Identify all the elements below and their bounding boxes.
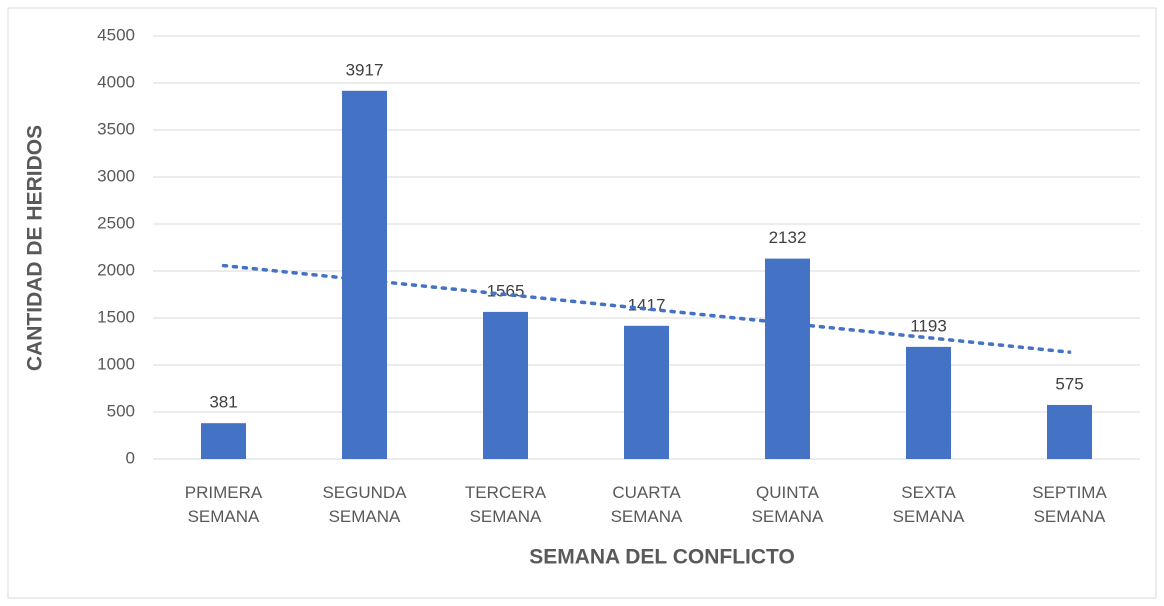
data-label: 1193 [910,316,947,335]
bar [906,346,951,459]
data-label: 575 [1055,374,1083,393]
x-tick-label: QUINTA SEMANA [751,483,824,526]
x-tick-label: CUARTA SEMANA [610,483,683,526]
x-tick-label: TERCERA SEMANA [464,483,547,526]
bar [765,258,810,459]
y-tick-label: 500 [107,401,135,420]
y-tick-label: 3500 [97,119,135,138]
x-tick-label: SEGUNDA SEMANA [322,483,407,526]
y-tick-label: 0 [126,448,135,467]
y-tick-label: 1500 [97,307,135,326]
data-label: 1417 [628,295,666,314]
y-tick-label: 3000 [97,166,135,185]
bar [342,90,387,459]
y-tick-label: 1000 [97,354,135,373]
y-tick-label: 2500 [97,213,135,232]
x-tick-label: SEPTIMA SEMANA [1032,483,1107,526]
y-axis-title: CANTIDAD DE HERIDOS [24,125,47,371]
y-tick-label: 4000 [97,72,135,91]
data-label: 3917 [346,60,384,79]
y-tick-label: 4500 [97,25,135,44]
bar [1047,404,1092,459]
y-tick-label: 2000 [97,260,135,279]
bar [624,325,669,459]
data-label: 381 [209,393,237,412]
x-tick-label: SEXTA SEMANA [892,483,965,526]
bar [201,423,246,459]
data-label: 2132 [769,228,807,247]
trendline [221,263,1072,354]
bar [483,311,528,459]
x-tick-label: PRIMERA SEMANA [184,483,263,526]
x-axis-title: SEMANA DEL CONFLICTO [529,546,795,569]
data-label: 1565 [487,281,525,300]
